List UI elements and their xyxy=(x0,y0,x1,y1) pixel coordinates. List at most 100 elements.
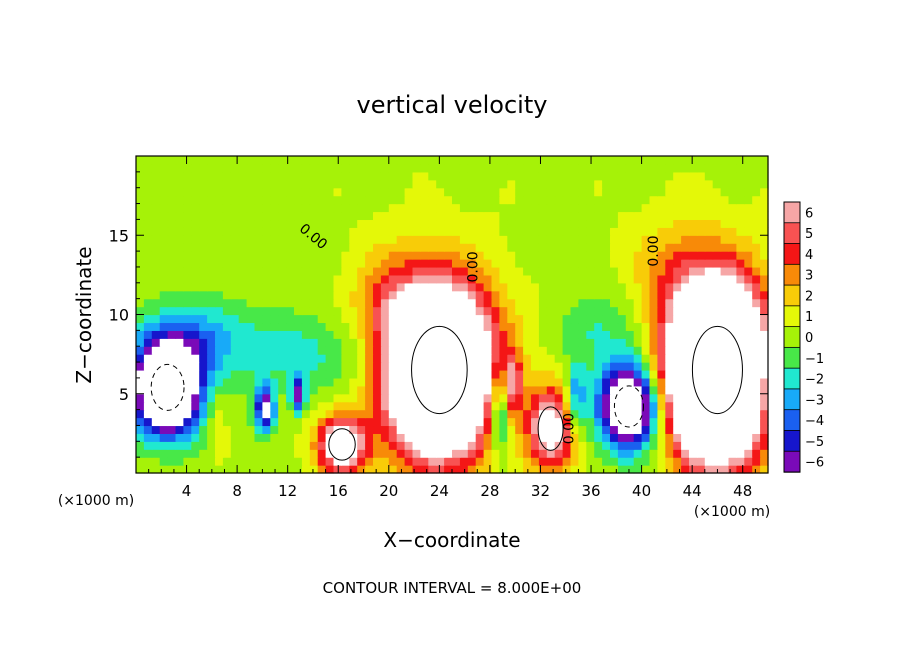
heatmap-cell xyxy=(760,163,769,173)
heatmap-cell xyxy=(396,306,406,316)
heatmap-cell xyxy=(270,266,279,276)
heatmap-cell xyxy=(744,179,753,189)
heatmap-cell xyxy=(420,227,429,236)
heatmap-cell xyxy=(728,290,737,300)
heatmap-cell xyxy=(523,354,532,363)
heatmap-cell xyxy=(491,211,500,221)
heatmap-cell xyxy=(744,433,753,442)
heatmap-cell xyxy=(325,187,335,197)
heatmap-cell xyxy=(507,457,516,466)
heatmap-cell xyxy=(207,401,216,411)
heatmap-cell xyxy=(673,203,682,213)
heatmap-cell xyxy=(641,409,651,419)
heatmap-cell xyxy=(191,377,200,387)
heatmap-cell xyxy=(286,171,295,181)
heatmap-cell xyxy=(475,338,485,347)
heatmap-cell xyxy=(570,227,579,236)
heatmap-cell xyxy=(191,282,200,292)
heatmap-cell xyxy=(720,187,730,197)
heatmap-cell xyxy=(467,195,477,205)
heatmap-cell xyxy=(633,282,643,292)
heatmap-cell xyxy=(412,377,421,387)
heatmap-cell xyxy=(167,235,177,244)
heatmap-cell xyxy=(278,306,287,316)
heatmap-cell xyxy=(333,417,342,427)
heatmap-cell xyxy=(183,401,192,411)
heatmap-cell xyxy=(333,369,342,379)
colorbar-swatch xyxy=(783,305,801,328)
heatmap-cell xyxy=(736,227,745,236)
heatmap-cell xyxy=(586,377,595,387)
heatmap-cell xyxy=(373,401,382,411)
heatmap-cell xyxy=(744,306,753,316)
heatmap-cell xyxy=(617,266,627,276)
heatmap-cell xyxy=(428,211,437,221)
heatmap-cell xyxy=(167,211,177,221)
heatmap-cell xyxy=(207,290,216,300)
heatmap-cell xyxy=(625,227,635,236)
heatmap-cell xyxy=(136,156,145,165)
heatmap-cell xyxy=(444,306,453,316)
heatmap-cell xyxy=(459,425,469,434)
heatmap-cell xyxy=(262,354,271,363)
contour-lines xyxy=(150,325,743,461)
colorbar-label: 4 xyxy=(805,248,813,263)
heatmap-cell xyxy=(278,465,287,474)
heatmap-cell xyxy=(578,195,587,205)
heatmap-cell xyxy=(309,393,319,403)
heatmap-cell xyxy=(357,314,366,324)
heatmap-cell xyxy=(594,282,603,292)
heatmap-cell xyxy=(333,163,342,173)
heatmap-cell xyxy=(546,274,556,284)
heatmap-cell xyxy=(396,385,406,395)
heatmap-cell xyxy=(736,354,745,363)
heatmap-cell xyxy=(151,266,161,276)
heatmap-cell xyxy=(491,425,500,434)
heatmap-cell xyxy=(689,259,698,268)
heatmap-cell xyxy=(365,306,374,316)
heatmap-cell xyxy=(681,385,690,395)
heatmap-cell xyxy=(617,354,627,363)
colorbar-label: −5 xyxy=(805,435,824,450)
heatmap-cell xyxy=(373,425,382,434)
heatmap-cell xyxy=(562,441,572,450)
heatmap-cell xyxy=(681,235,690,244)
heatmap-cell xyxy=(483,187,493,197)
heatmap-cell xyxy=(578,306,587,316)
heatmap-cell xyxy=(633,179,643,189)
heatmap-cell xyxy=(183,290,192,300)
heatmap-cell xyxy=(294,219,303,228)
heatmap-cell xyxy=(467,251,477,260)
heatmap-cell xyxy=(499,330,508,339)
heatmap-cell xyxy=(309,211,319,221)
heatmap-cell xyxy=(594,195,603,205)
heatmap-cell xyxy=(483,243,493,252)
heatmap-cell xyxy=(215,314,224,324)
heatmap-cell xyxy=(301,259,311,268)
heatmap-cell xyxy=(436,187,445,197)
heatmap-cell xyxy=(349,251,358,260)
heatmap-cell xyxy=(341,385,350,395)
heatmap-cell xyxy=(515,354,524,363)
heatmap-cell xyxy=(333,449,342,458)
heatmap-cell xyxy=(207,203,216,213)
heatmap-cell xyxy=(467,457,477,466)
heatmap-cell xyxy=(404,179,414,189)
heatmap-cell xyxy=(483,338,493,347)
heatmap-cell xyxy=(215,179,224,189)
heatmap-cell xyxy=(586,354,595,363)
heatmap-cell xyxy=(396,259,406,268)
heatmap-cell xyxy=(238,441,248,450)
x-units-right: (×1000 m) xyxy=(694,504,770,520)
heatmap-cell xyxy=(704,251,714,260)
heatmap-cell xyxy=(388,211,398,221)
heatmap-cell xyxy=(136,179,145,189)
heatmap-cell xyxy=(207,441,216,450)
heatmap-cell xyxy=(610,290,619,300)
heatmap-cell xyxy=(452,385,461,395)
heatmap-cell xyxy=(151,235,161,244)
heatmap-cell xyxy=(159,338,169,347)
heatmap-cell xyxy=(499,306,508,316)
heatmap-cell xyxy=(159,163,169,173)
heatmap-cell xyxy=(752,266,761,276)
